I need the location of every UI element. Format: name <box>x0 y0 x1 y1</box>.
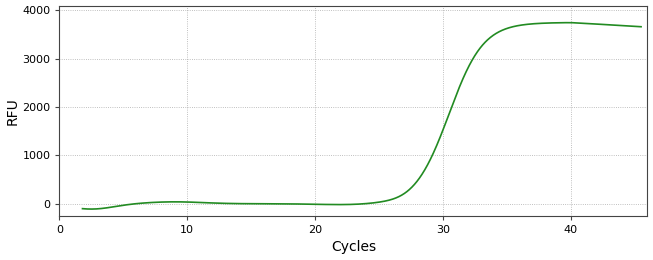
X-axis label: Cycles: Cycles <box>331 240 376 255</box>
Y-axis label: RFU: RFU <box>6 97 20 125</box>
